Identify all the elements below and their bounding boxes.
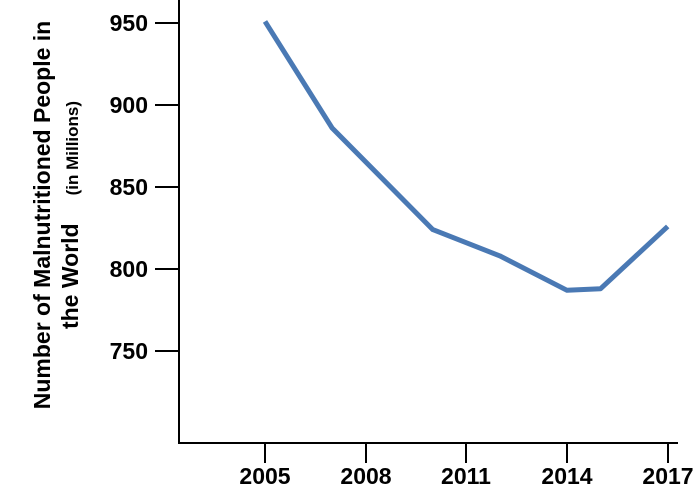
y-tick-label-800: 800	[109, 256, 148, 282]
y-axis-title-line2: the World (in Millions)	[56, 0, 87, 445]
y-axis-title-line1: Number of Malnutritioned People in	[29, 20, 55, 410]
x-tick-label-2014: 2014	[541, 463, 593, 489]
x-tick-label-2008: 2008	[340, 463, 392, 489]
y-tick-label-850: 850	[109, 174, 148, 200]
y-tick-label-900: 900	[109, 92, 148, 118]
x-tick-label-2005: 2005	[239, 463, 291, 489]
x-tick-label-2017: 2017	[642, 463, 694, 489]
y-axis-title: Number of Malnutritioned People in the W…	[28, 0, 84, 445]
data-line	[262, 20, 670, 293]
x-axis-ticks	[264, 443, 669, 463]
x-tick-label-2011: 2011	[441, 463, 491, 489]
y-axis-title-units: (in Millions)	[63, 100, 82, 196]
y-axis-ticks	[155, 22, 179, 352]
y-tick-label-750: 750	[109, 338, 148, 364]
y-tick-label-950: 950	[109, 10, 148, 36]
y-axis-title-world: the World	[57, 223, 83, 330]
